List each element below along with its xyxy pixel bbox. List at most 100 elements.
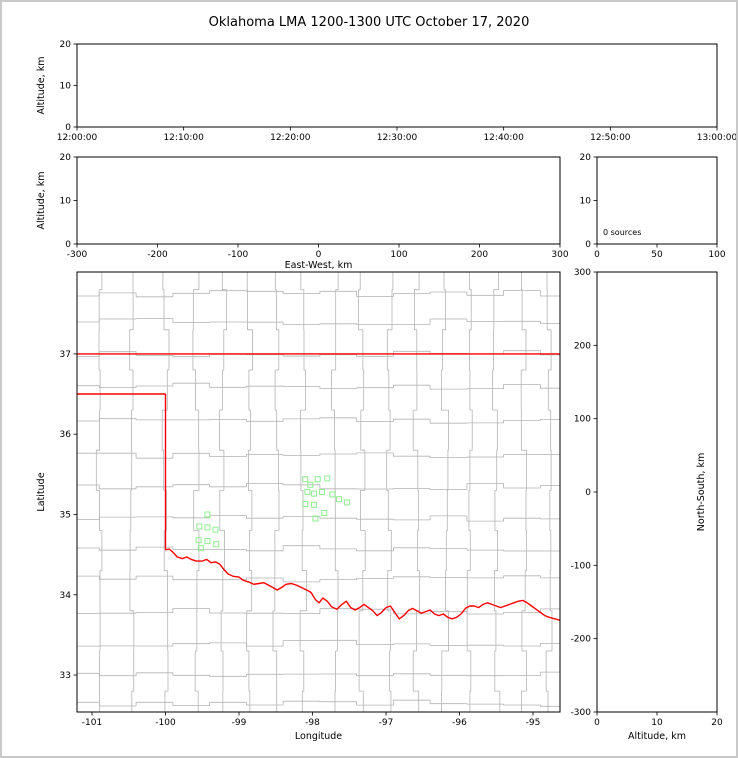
y-tick-label: 35 bbox=[60, 510, 71, 520]
x-tick-label: -100 bbox=[228, 250, 249, 260]
x-tick-label: 10 bbox=[651, 718, 663, 728]
lma-station-marker bbox=[344, 499, 351, 506]
lma-station-marker bbox=[319, 489, 326, 495]
county-border bbox=[77, 483, 560, 490]
county-border bbox=[545, 272, 553, 712]
county-border bbox=[520, 272, 527, 712]
y-tick-label: 10 bbox=[60, 82, 72, 92]
county-border bbox=[95, 272, 103, 712]
y-tick-label: 33 bbox=[60, 671, 71, 681]
x-tick-label: -97 bbox=[379, 718, 394, 728]
lma-station-marker bbox=[204, 511, 211, 518]
lma-station-marker bbox=[196, 523, 203, 530]
ew-height-axes: -300 -200 -100 0 100 200 300 0 10 20 Altitude, km E… bbox=[36, 153, 569, 271]
lma-station-marker bbox=[302, 501, 309, 507]
lma-station-marker bbox=[197, 545, 204, 552]
time-panel-frame bbox=[76, 43, 718, 128]
county-border bbox=[129, 272, 135, 712]
y-tick-label: 34 bbox=[60, 591, 72, 601]
x-tick-label: -95 bbox=[526, 718, 541, 728]
y-tick-label: 0 bbox=[65, 240, 71, 250]
county-border bbox=[299, 272, 307, 712]
y-tick-label: 200 bbox=[574, 341, 591, 351]
ew-height-ylabel: Altitude, km bbox=[36, 172, 47, 230]
x-tick-label: -300 bbox=[67, 250, 88, 260]
lma-station-marker bbox=[312, 515, 319, 522]
plan-view-map bbox=[77, 272, 560, 712]
source-count-annotation: 0 sources bbox=[603, 228, 641, 237]
county-border bbox=[412, 272, 420, 712]
county-border bbox=[77, 699, 560, 707]
x-tick-label: 50 bbox=[651, 250, 663, 260]
ew-height-xlabel: East-West, km bbox=[285, 260, 353, 271]
x-tick-label: 0 bbox=[316, 250, 322, 260]
county-border bbox=[77, 417, 560, 424]
lma-station-marker bbox=[213, 541, 220, 548]
y-tick-label: 300 bbox=[574, 268, 591, 278]
x-tick-label: 0 bbox=[594, 718, 600, 728]
county-border bbox=[77, 290, 560, 298]
x-tick-label: 100 bbox=[390, 250, 407, 260]
y-tick-label: 0 bbox=[65, 123, 71, 133]
y-tick-label: 10 bbox=[60, 197, 72, 207]
county-border bbox=[77, 452, 560, 459]
plan-panel-frame bbox=[76, 271, 561, 713]
x-tick-label: 200 bbox=[471, 250, 488, 260]
ew-panel-frame bbox=[76, 156, 561, 245]
x-tick-label: 100 bbox=[708, 250, 725, 260]
county-border bbox=[246, 272, 253, 712]
lma-station-marker bbox=[311, 490, 317, 497]
x-tick-label: 12:20:00 bbox=[270, 133, 311, 143]
county-border bbox=[441, 272, 449, 712]
lma-station-marker bbox=[195, 537, 202, 544]
county-border bbox=[77, 608, 560, 615]
y-tick-label: 20 bbox=[60, 153, 72, 163]
county-border bbox=[358, 272, 366, 712]
plan-view-xlabel: Longitude bbox=[295, 731, 342, 742]
lma-station-marker bbox=[311, 501, 317, 508]
county-border bbox=[77, 545, 560, 552]
county-border bbox=[492, 272, 501, 712]
lma-station-marker bbox=[302, 476, 309, 483]
y-tick-label: 100 bbox=[574, 415, 591, 425]
y-tick-label: -200 bbox=[571, 635, 592, 645]
county-border bbox=[77, 575, 560, 583]
county-border bbox=[331, 272, 339, 712]
x-tick-label: -101 bbox=[82, 718, 102, 728]
lma-station-marker bbox=[329, 491, 336, 498]
time-height-axes: 12:00:00 12:10:00 12:20:00 12:30:00 12:40:00… bbox=[36, 40, 736, 143]
county-border bbox=[77, 515, 560, 522]
county-border bbox=[272, 272, 280, 712]
x-tick-label: -100 bbox=[155, 718, 176, 728]
y-tick-label: 20 bbox=[60, 40, 72, 50]
y-tick-label: 37 bbox=[60, 350, 71, 360]
x-tick-label: -98 bbox=[305, 718, 320, 728]
x-tick-label: 12:30:00 bbox=[377, 133, 418, 143]
histogram-axes: 0 50 100 0 10 20 0 sources bbox=[580, 153, 726, 260]
y-tick-label: -300 bbox=[571, 708, 592, 718]
county-border bbox=[219, 272, 227, 712]
y-tick-label: 0 bbox=[585, 240, 591, 250]
county-border bbox=[77, 350, 560, 358]
lma-station-marker bbox=[336, 496, 342, 503]
lma-station-marker bbox=[314, 476, 321, 483]
lma-station-marker bbox=[212, 526, 219, 533]
state-border-red-river bbox=[165, 548, 560, 621]
plan-view-axes: -101 -100 -99 -98 -97 -96 -95 33 34 35 36 37 Latitud… bbox=[36, 350, 540, 742]
y-tick-label: 36 bbox=[60, 430, 72, 440]
lma-station-marker bbox=[204, 524, 211, 531]
county-border bbox=[386, 272, 394, 712]
lma-station-marker bbox=[304, 489, 311, 495]
x-tick-label: 13:00:00 bbox=[697, 133, 736, 143]
ns-height-ylabel-right: North-South, km bbox=[696, 453, 707, 531]
county-border bbox=[77, 382, 560, 390]
x-tick-label: -200 bbox=[147, 250, 168, 260]
lma-station-marker bbox=[307, 481, 314, 488]
time-height-ylabel: Altitude, km bbox=[36, 57, 47, 115]
plot-title: Oklahoma LMA 1200-1300 UTC October 17, 2… bbox=[208, 15, 530, 30]
y-tick-label: 10 bbox=[580, 197, 592, 207]
county-border bbox=[466, 272, 473, 712]
y-tick-label: 0 bbox=[585, 488, 591, 498]
